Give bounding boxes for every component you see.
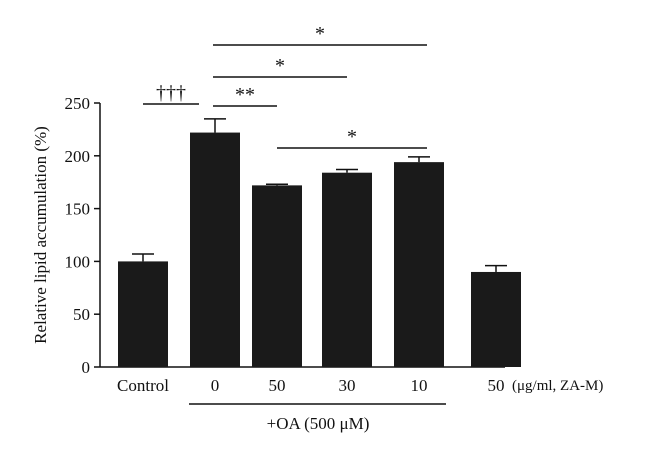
significance-label: ** bbox=[235, 84, 255, 106]
x-tick-label: 10 bbox=[411, 376, 428, 395]
y-tick-label: 200 bbox=[65, 147, 91, 166]
group-label: +OA (500 μM) bbox=[267, 414, 370, 433]
x-tick-label: 0 bbox=[211, 376, 220, 395]
bar bbox=[252, 185, 302, 367]
x-tick-label: 30 bbox=[339, 376, 356, 395]
significance-label: * bbox=[347, 126, 357, 148]
x-tick-labels: Control 0 50 30 10 50 bbox=[117, 376, 504, 395]
y-tick-label: 250 bbox=[65, 94, 91, 113]
x-tick-label: Control bbox=[117, 376, 169, 395]
bar bbox=[471, 271, 521, 367]
x-tick-label: 50 bbox=[269, 376, 286, 395]
bar bbox=[322, 172, 372, 367]
significance-label: * bbox=[275, 55, 285, 77]
unit-label: (μg/ml, ZA-M) bbox=[512, 378, 603, 394]
y-tick-label: 0 bbox=[82, 358, 91, 377]
significance-label: ††† bbox=[156, 82, 186, 104]
significance-label: * bbox=[315, 23, 325, 45]
bar bbox=[190, 132, 240, 367]
significance-brackets: ††† ***** bbox=[143, 23, 427, 149]
y-tick-label: 150 bbox=[65, 200, 91, 219]
y-ticks: 0 50 100 150 200 250 bbox=[65, 94, 100, 377]
y-axis-label: Relative lipid accumulation (%) bbox=[31, 126, 50, 344]
y-tick-label: 50 bbox=[73, 305, 90, 324]
bar bbox=[394, 162, 444, 367]
bar bbox=[118, 261, 168, 367]
bars bbox=[118, 132, 521, 367]
y-tick-label: 100 bbox=[65, 252, 91, 271]
error-bars bbox=[132, 118, 507, 272]
x-tick-label: 50 bbox=[488, 376, 505, 395]
